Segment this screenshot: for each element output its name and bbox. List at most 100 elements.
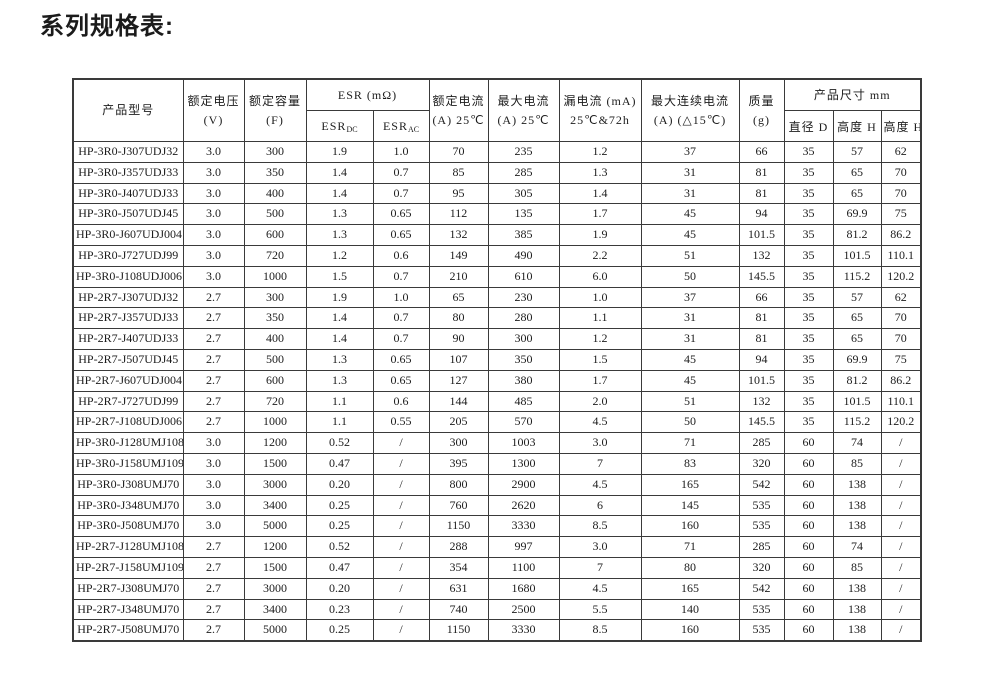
col-header-product-model: 产品型号 <box>72 78 184 142</box>
table-cell: 35 <box>783 307 834 330</box>
table-cell: 2.7 <box>182 307 245 330</box>
table-cell: 120.2 <box>880 265 922 288</box>
table-cell: 80 <box>640 556 740 579</box>
table-cell: / <box>880 598 922 621</box>
table-cell: 0.52 <box>305 536 374 558</box>
table-cell: / <box>372 494 430 517</box>
table-cell: 81.2 <box>832 224 882 246</box>
table-cell: 2.7 <box>182 577 245 600</box>
table-cell: 1150 <box>428 515 489 538</box>
table-cell: 230 <box>487 286 560 309</box>
table-cell: 160 <box>640 515 740 538</box>
table-cell: 70 <box>880 307 922 330</box>
table-cell: 3.0 <box>182 224 245 246</box>
table-row: HP-3R0-J308UMJ70 3.0 3000 0.20/800 2900 4.5 16… <box>72 473 922 496</box>
table-cell: 35 <box>783 369 834 392</box>
table-cell: 1.0 <box>558 286 642 309</box>
table-cell: 3.0 <box>182 452 245 475</box>
table-row: HP-3R0-J307UDJ32 3.0 300 1.9 1.0 70 235 1.2 37 66… <box>72 141 922 163</box>
table-row: HP-3R0-J108UDJ006 3.0 1000 1.5 0.7 210 610 6.0 5… <box>72 265 922 288</box>
col-header-height-h: 高度 H <box>832 110 882 142</box>
table-cell: 138 <box>832 619 882 642</box>
table-cell: 3.0 <box>558 432 642 454</box>
table-cell: 0.6 <box>372 244 430 267</box>
table-cell: 45 <box>640 203 740 226</box>
table-cell: 535 <box>738 515 785 538</box>
table-cell: 1003 <box>487 432 560 454</box>
table-cell: 3.0 <box>182 141 245 163</box>
table-cell: 7 <box>558 556 642 579</box>
table-cell: 4.5 <box>558 577 642 600</box>
table-cell: 0.7 <box>372 307 430 330</box>
table-cell: 86.2 <box>880 224 922 246</box>
product-model-cell: HP-3R0-J108UDJ006 <box>72 265 184 288</box>
table-cell: 35 <box>783 224 834 246</box>
table-cell: 71 <box>640 536 740 558</box>
table-cell: 1.0 <box>372 141 430 163</box>
product-model-cell: HP-3R0-J158UMJ109 <box>72 452 184 475</box>
table-cell: 1.7 <box>558 369 642 392</box>
table-cell: / <box>372 577 430 600</box>
table-cell: 51 <box>640 244 740 267</box>
table-cell: 285 <box>738 536 785 558</box>
table-cell: 2.7 <box>182 369 245 392</box>
table-cell: 6 <box>558 494 642 517</box>
table-row: HP-3R0-J348UMJ70 3.0 3400 0.25/760 2620 6 145 5… <box>72 494 922 517</box>
table-cell: 2.7 <box>182 348 245 371</box>
table-cell: 101.5 <box>738 369 785 392</box>
table-cell: 1200 <box>243 432 307 454</box>
table-cell: 101.5 <box>738 224 785 246</box>
table-cell: 138 <box>832 598 882 621</box>
table-cell: 69.9 <box>832 203 882 226</box>
table-cell: 60 <box>783 452 834 475</box>
table-cell: 85 <box>832 556 882 579</box>
table-cell: 720 <box>243 390 307 413</box>
table-cell: 1.3 <box>305 348 374 371</box>
table-cell: 70 <box>428 141 489 163</box>
table-cell: 305 <box>487 182 560 205</box>
table-cell: 5000 <box>243 515 307 538</box>
table-cell: 320 <box>738 556 785 579</box>
table-cell: 138 <box>832 515 882 538</box>
table-cell: 300 <box>243 286 307 309</box>
table-cell: 65 <box>832 161 882 184</box>
table-cell: 1.4 <box>305 182 374 205</box>
table-cell: 35 <box>783 328 834 350</box>
col-header-leakage-current: 漏电流 (mA) 25℃&72h <box>558 78 642 142</box>
table-cell: 1.7 <box>558 203 642 226</box>
table-cell: 35 <box>783 182 834 205</box>
table-cell: / <box>880 556 922 579</box>
table-cell: 0.47 <box>305 556 374 579</box>
table-cell: 115.2 <box>832 265 882 288</box>
table-cell: 165 <box>640 473 740 496</box>
product-model-cell: HP-3R0-J507UDJ45 <box>72 203 184 226</box>
product-model-cell: HP-2R7-J357UDJ33 <box>72 307 184 330</box>
table-cell: 145.5 <box>738 265 785 288</box>
table-cell: / <box>880 452 922 475</box>
col-header-esr-ac: ESRAC <box>372 110 430 142</box>
table-cell: 542 <box>738 577 785 600</box>
table-cell: 1.9 <box>305 286 374 309</box>
table-cell: 1000 <box>243 265 307 288</box>
table-cell: / <box>880 619 922 642</box>
table-cell: 80 <box>428 307 489 330</box>
table-cell: 75 <box>880 348 922 371</box>
table-cell: 81 <box>738 182 785 205</box>
table-cell: 3000 <box>243 473 307 496</box>
table-cell: 45 <box>640 348 740 371</box>
table-cell: 600 <box>243 224 307 246</box>
product-model-cell: HP-2R7-J307UDJ32 <box>72 286 184 309</box>
table-cell: 4.5 <box>558 411 642 434</box>
table-cell: 3.0 <box>182 161 245 184</box>
table-cell: / <box>880 515 922 538</box>
table-cell: 37 <box>640 286 740 309</box>
table-cell: 3000 <box>243 577 307 600</box>
col-header-rated-voltage: 额定电压 (V) <box>182 78 245 142</box>
table-cell: 50 <box>640 411 740 434</box>
table-cell: 85 <box>832 452 882 475</box>
table-cell: 3.0 <box>182 473 245 496</box>
table-cell: 35 <box>783 244 834 267</box>
table-cell: 285 <box>738 432 785 454</box>
table-cell: 57 <box>832 141 882 163</box>
table-cell: 1.2 <box>558 328 642 350</box>
